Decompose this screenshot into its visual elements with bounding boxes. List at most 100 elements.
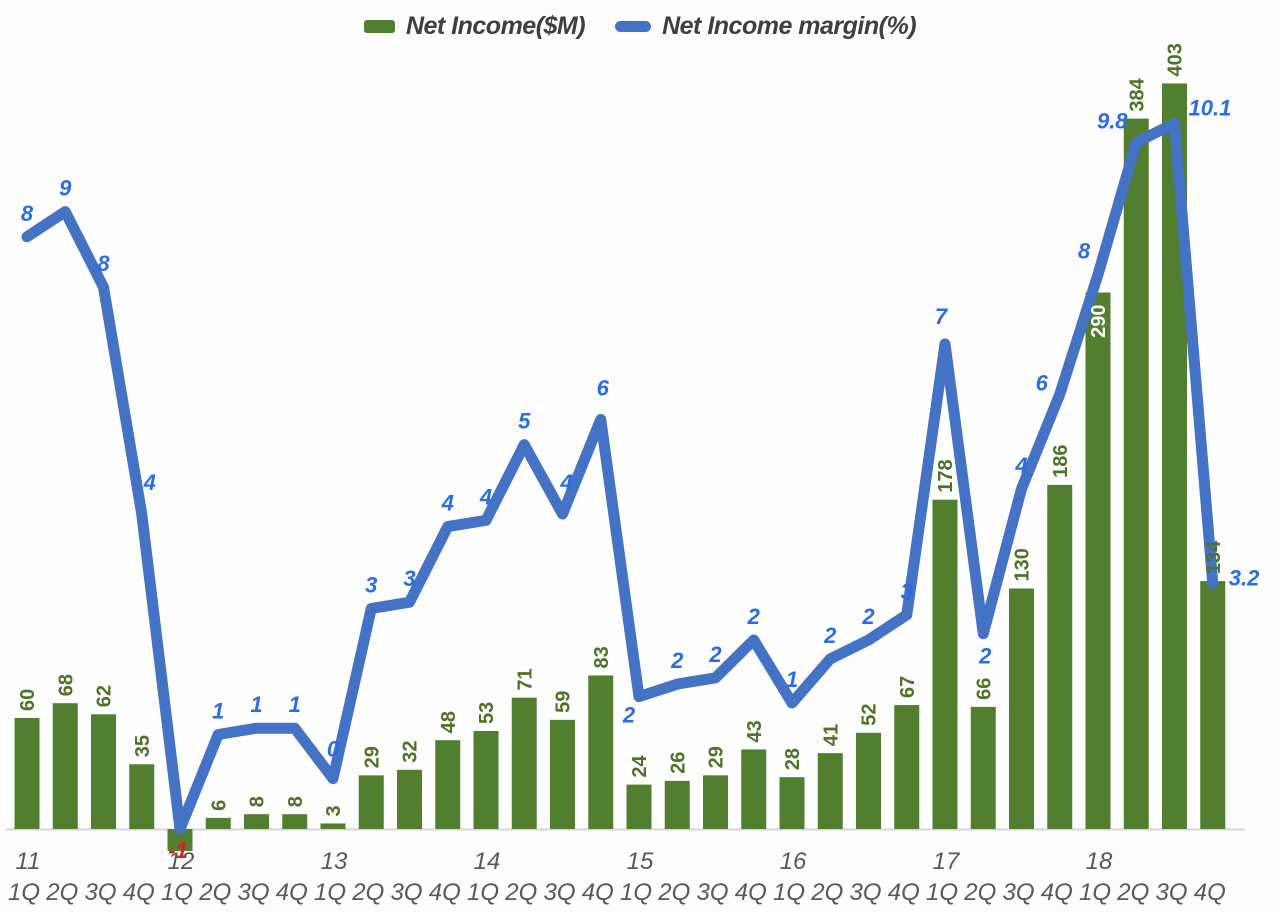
bar <box>817 753 843 829</box>
margin-value-label: 3 <box>365 573 377 598</box>
x-axis-quarter-label: 1Q <box>1079 879 1111 906</box>
bar <box>856 732 881 829</box>
bar <box>703 775 728 829</box>
margin-value-label: 4 <box>441 491 454 516</box>
bar <box>894 705 920 829</box>
bar-value-label: 83 <box>591 646 613 668</box>
x-axis-quarter-label: 3Q <box>1002 879 1034 906</box>
x-axis-quarter-label: 4Q <box>735 879 767 906</box>
margin-value-label: 8 <box>21 201 34 226</box>
margin-value-label: 4 <box>479 484 492 509</box>
bar <box>550 719 575 829</box>
bar-value-label: 68 <box>55 674 77 696</box>
x-axis-quarter-label: 2Q <box>504 879 537 906</box>
bar-value-label: 48 <box>438 711 460 733</box>
bar <box>91 714 116 829</box>
bar-value-label: 384 <box>1126 77 1148 111</box>
margin-value-label: 2 <box>670 648 684 673</box>
bar <box>358 775 384 829</box>
x-axis-quarter-label: 3Q <box>849 879 881 906</box>
margin-value-label: 1 <box>289 692 301 717</box>
x-axis-year-label: 17 <box>933 848 961 875</box>
x-axis-quarter-label: 1Q <box>620 879 652 906</box>
margin-value-label: 2 <box>622 703 636 728</box>
x-axis-quarter-label: 3Q <box>696 879 728 906</box>
legend: Net Income($M) Net Income margin(%) <box>0 12 1280 41</box>
bar <box>167 829 193 851</box>
margin-value-label: 1 <box>786 667 798 692</box>
margin-value-label: 5 <box>518 409 531 434</box>
margin-value-label: 10.1 <box>1189 95 1232 120</box>
x-axis-year-label: 14 <box>474 848 501 875</box>
bar <box>1200 581 1226 829</box>
margin-value-label: 1 <box>250 692 262 717</box>
bar <box>1085 292 1111 829</box>
bar-value-label: 29 <box>361 746 383 768</box>
x-axis-year-label: 13 <box>321 848 348 875</box>
margin-value-label: 1 <box>212 699 224 724</box>
bar-value-label: 134 <box>1203 540 1225 574</box>
legend-item-net-income: Net Income($M) <box>363 12 586 41</box>
bar <box>511 697 537 829</box>
bar-value-label: 8 <box>247 796 269 807</box>
margin-value-label: 6 <box>597 376 610 401</box>
bar <box>1009 588 1034 829</box>
legend-item-margin: Net Income margin(%) <box>615 12 917 41</box>
margin-value-label: 4 <box>559 470 572 495</box>
x-axis-quarter-label: 1Q <box>161 879 193 906</box>
margin-value-label: 2 <box>708 642 722 667</box>
margin-value-label: 7 <box>935 304 949 329</box>
bar <box>397 769 422 829</box>
bar-series-label: Net Income($M) <box>405 12 586 40</box>
x-axis-year-label: 12 <box>168 848 195 875</box>
bar <box>588 675 614 829</box>
x-axis-year-label: 16 <box>780 848 807 875</box>
bar <box>741 749 767 829</box>
margin-value-label: 4 <box>1014 453 1027 478</box>
x-axis-quarter-label: 1Q <box>467 879 499 906</box>
line-series-label: Net Income margin(%) <box>662 12 917 40</box>
margin-value-label: 3 <box>403 566 415 591</box>
bar-value-label: 71 <box>514 668 536 690</box>
bar-value-label: 178 <box>935 459 957 492</box>
bar-value-label: 29 <box>706 746 728 768</box>
bar <box>52 703 78 829</box>
bar-value-label: 186 <box>1050 445 1072 478</box>
x-axis-quarter-label: 1Q <box>926 879 958 906</box>
x-axis-quarter-label: 2Q <box>1116 879 1149 906</box>
bar-value-label: 130 <box>1012 548 1034 581</box>
margin-value-label: -1 <box>168 838 188 863</box>
bar-value-label: 43 <box>744 720 766 742</box>
margin-value-label: 2 <box>823 623 837 648</box>
bar <box>932 499 958 829</box>
bar-value-label: 67 <box>897 676 919 698</box>
bar <box>1047 484 1073 829</box>
x-axis-quarter-label: 4Q <box>582 879 614 906</box>
margin-value-label: 2 <box>861 604 875 629</box>
x-axis-year-label: 11 <box>16 848 41 875</box>
bar <box>664 780 690 829</box>
line-series-swatch-icon <box>615 21 652 32</box>
x-axis-quarter-label: 3Q <box>237 879 269 906</box>
bar <box>970 706 996 829</box>
bar <box>626 784 652 829</box>
x-axis-quarter-label: 2Q <box>810 879 843 906</box>
x-axis-year-label: 18 <box>1086 848 1113 875</box>
x-axis-quarter-label: 1Q <box>8 879 40 906</box>
bar <box>320 823 346 829</box>
bar-value-label: 52 <box>859 704 881 726</box>
bar <box>435 740 461 829</box>
bar-value-label: 59 <box>553 691 575 713</box>
margin-value-label: 2 <box>978 644 992 669</box>
bar-value-label: 6 <box>208 800 230 811</box>
x-axis-quarter-label: 3Q <box>1155 879 1187 906</box>
x-axis-year-label: 15 <box>627 848 654 875</box>
x-axis-quarter-label: 4Q <box>1194 879 1226 906</box>
bar-value-label: 290 <box>1088 305 1110 338</box>
margin-line <box>21 117 1219 835</box>
margin-value-label: 3.2 <box>1229 565 1260 590</box>
bar <box>473 730 499 829</box>
bar-value-label: 32 <box>400 741 422 763</box>
bar-value-label: 62 <box>94 685 116 707</box>
x-axis-quarter-label: 4Q <box>276 879 308 906</box>
